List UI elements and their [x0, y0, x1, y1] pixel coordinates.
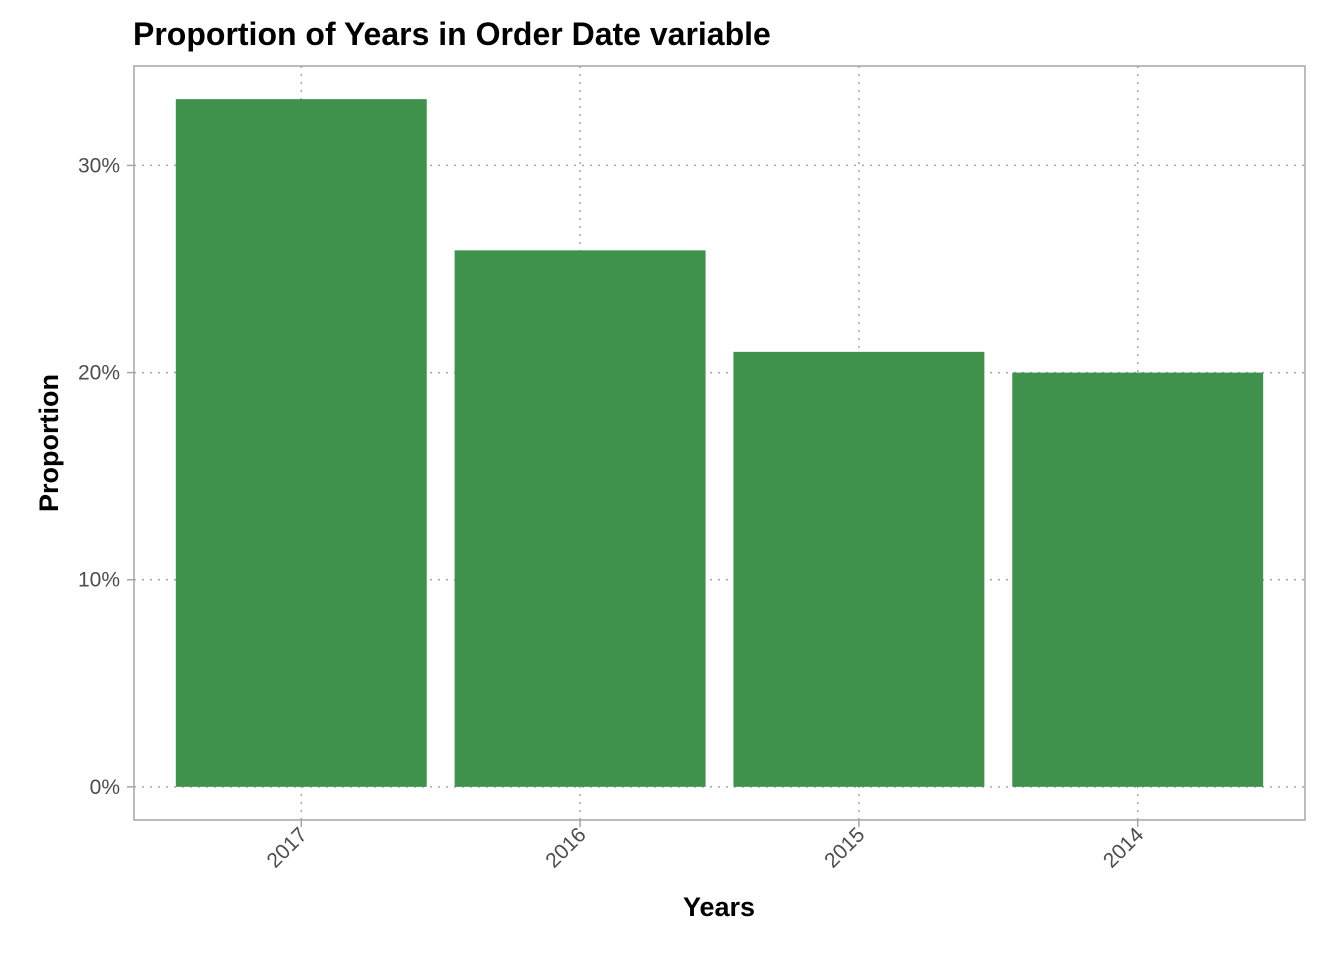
y-tick-label-2: 20%: [78, 362, 120, 385]
bar-2016: [454, 250, 706, 787]
y-tick-label-3: 30%: [78, 154, 120, 177]
y-tick-labels: 0% 10% 20% 30%: [78, 154, 120, 798]
x-tick-labels: 2017 2016 2015 2014: [263, 823, 1149, 873]
plot-panel-border: [133, 65, 1306, 821]
x-tick-label-2015: 2015: [820, 823, 869, 872]
chart-title: Proportion of Years in Order Date variab…: [133, 16, 771, 52]
bar-2015: [733, 351, 985, 787]
y-axis-title: Proportion: [34, 374, 64, 512]
y-tick-label-0: 0%: [90, 776, 120, 799]
bar-2014: [1012, 372, 1264, 787]
bars: [175, 99, 1264, 787]
x-tick-label-2016: 2016: [541, 823, 590, 872]
x-axis-title: Years: [683, 892, 755, 922]
axis-ticks: [127, 164, 1139, 827]
y-tick-label-1: 10%: [78, 569, 120, 592]
bar-2017: [175, 99, 427, 787]
x-tick-label-2014: 2014: [1099, 823, 1149, 873]
x-tick-label-2017: 2017: [263, 823, 312, 872]
